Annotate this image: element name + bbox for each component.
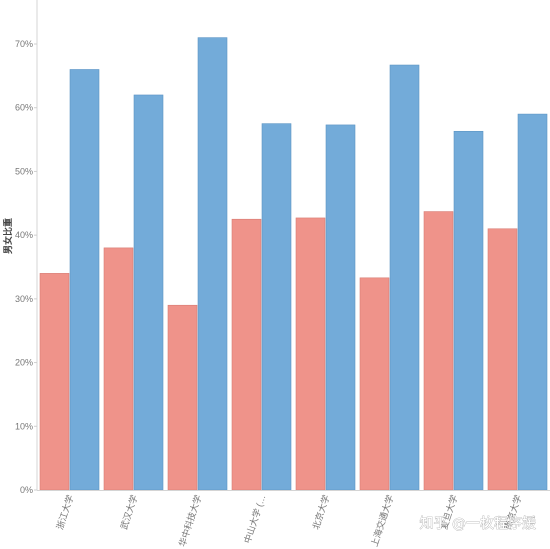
y-tick-label: 50% — [15, 166, 33, 176]
y-axis-title: 男女比重 — [2, 218, 13, 254]
bar-series-2 — [69, 69, 100, 491]
bar-series-1 — [231, 218, 262, 491]
bar-series-2 — [389, 64, 420, 491]
x-tick-label: 中山大学 (… — [241, 493, 267, 544]
bars — [39, 37, 548, 491]
y-tick-label: 0% — [20, 485, 33, 495]
bar-series-2 — [517, 113, 548, 491]
bar-series-1 — [39, 273, 70, 491]
bar-series-1 — [487, 228, 518, 491]
bar-series-2 — [197, 37, 228, 491]
bar-series-1 — [295, 217, 326, 491]
x-tick-label: 北京大学 — [310, 493, 332, 531]
x-tick-label: 上海交通大学 — [368, 493, 395, 548]
bar-series-1 — [423, 211, 454, 491]
bar-series-1 — [359, 277, 390, 491]
y-tick-label: 40% — [15, 230, 33, 240]
y-tick-label: 60% — [15, 103, 33, 113]
y-axis: 0% 10% 20% 30% 40% 50% 60% 70% — [15, 0, 38, 495]
y-tick-label: 20% — [15, 358, 33, 368]
y-tick-label: 10% — [15, 421, 33, 431]
y-tick-label: 30% — [15, 294, 33, 304]
bar-series-1 — [103, 247, 134, 491]
bar-series-2 — [261, 123, 292, 491]
bar-series-2 — [453, 130, 484, 491]
x-tick-label: 武汉大学 — [118, 493, 140, 531]
watermark-text: 知乎 @一枚程序媛 — [420, 515, 536, 532]
bar-series-2 — [325, 124, 356, 491]
bar-series-2 — [133, 94, 164, 491]
x-tick-label: 浙江大学 — [54, 493, 76, 531]
watermark: 知乎 @一枚程序媛 — [419, 515, 536, 533]
x-tick-label: 华中科技大学 — [176, 493, 203, 548]
y-tick-label: 70% — [15, 39, 33, 49]
bar-series-1 — [167, 304, 198, 491]
